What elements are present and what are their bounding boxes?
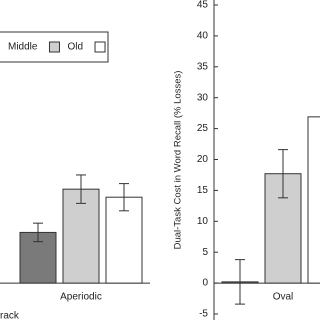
y-tick-label: 10 [197, 216, 209, 227]
error-bar [76, 174, 86, 204]
error-bar [278, 149, 288, 199]
y-axis-label: Dual-Task Cost in Word Recall (% Losses) [173, 71, 184, 250]
x-tick-label: Aperiodic [60, 292, 102, 303]
legend-swatch [94, 41, 106, 53]
legend-label: Middle [8, 42, 38, 53]
y-tick-label: 5 [202, 247, 208, 258]
x-tick-label: Oval [273, 292, 294, 303]
y-tick-label: 25 [197, 123, 209, 134]
y-tick-label: 40 [197, 31, 209, 42]
y-tick-label: 35 [197, 61, 209, 72]
error-bar [235, 259, 245, 305]
error-bar [119, 183, 129, 212]
x-axis-label: rack [0, 311, 20, 320]
bar [307, 116, 320, 284]
bar [105, 196, 143, 284]
y-tick-label: 0 [202, 278, 208, 289]
error-bar [33, 222, 43, 243]
y-tick-label: 20 [197, 154, 209, 165]
legend-swatch [48, 41, 60, 53]
y-tick-label: -5 [199, 309, 208, 320]
legend-label: Old [67, 42, 83, 53]
bar [62, 188, 100, 284]
y-tick-label: 15 [197, 185, 209, 196]
y-tick-label: 30 [197, 92, 209, 103]
y-tick-label: 45 [197, 0, 209, 11]
